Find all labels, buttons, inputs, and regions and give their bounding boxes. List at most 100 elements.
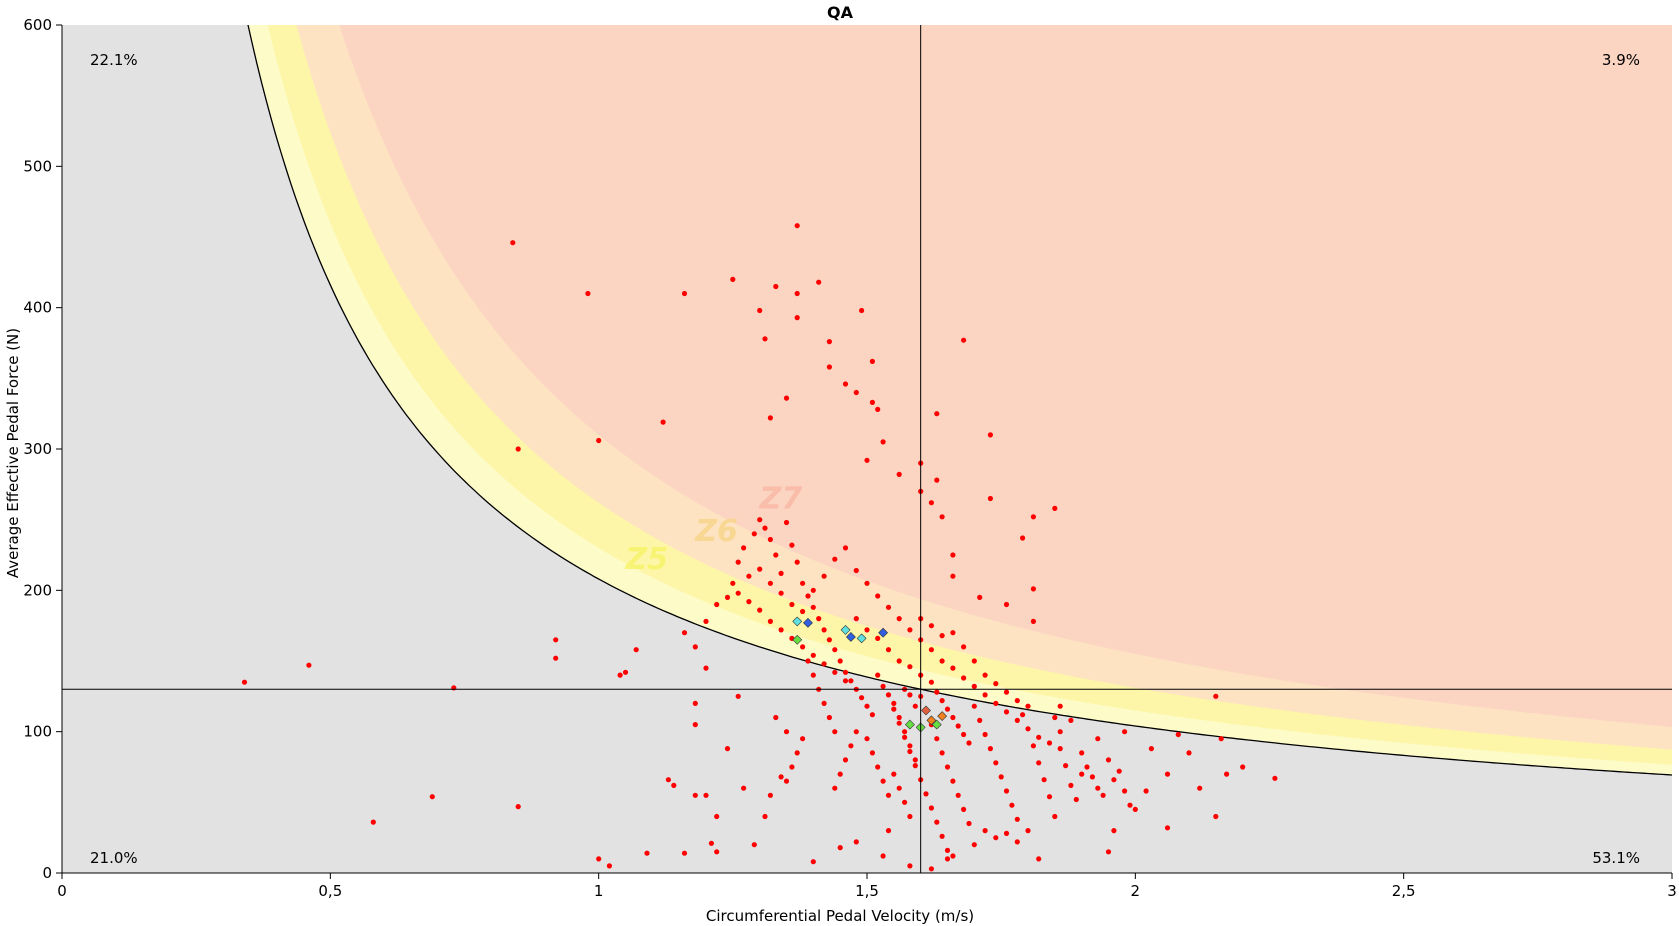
quadrant-lines bbox=[62, 25, 1672, 873]
zones-layer: Z5 Z6 Z7 bbox=[248, 25, 1672, 775]
data-point bbox=[993, 700, 999, 707]
data-point bbox=[644, 850, 650, 856]
data-point bbox=[515, 446, 521, 452]
data-point bbox=[864, 627, 870, 633]
axes-layer: 0 0,5 1 1,5 2 2,5 3 0 100 200 300 400 500 600 bbox=[23, 16, 1676, 900]
data-point bbox=[789, 764, 795, 770]
data-point bbox=[950, 665, 956, 671]
data-point bbox=[1030, 743, 1036, 749]
data-point bbox=[741, 785, 747, 791]
data-point bbox=[880, 683, 886, 690]
x-tick-label: 1,5 bbox=[855, 882, 879, 900]
data-point bbox=[896, 785, 902, 791]
data-point bbox=[794, 559, 800, 565]
data-point bbox=[714, 813, 720, 820]
data-point bbox=[934, 689, 940, 695]
data-point bbox=[880, 853, 886, 859]
data-point bbox=[730, 580, 736, 586]
data-point bbox=[944, 847, 951, 854]
data-point bbox=[735, 590, 741, 596]
highlight-point bbox=[878, 627, 889, 638]
data-point bbox=[842, 381, 849, 387]
x-tick-label: 3 bbox=[1667, 882, 1677, 900]
data-point bbox=[1111, 777, 1117, 783]
data-point bbox=[907, 748, 913, 755]
data-point bbox=[746, 599, 752, 605]
quadrant-label-top-left: 22.1% bbox=[90, 51, 138, 69]
data-point bbox=[821, 700, 827, 707]
data-point bbox=[1030, 514, 1036, 520]
data-point bbox=[810, 587, 816, 593]
data-point bbox=[816, 616, 822, 622]
data-point bbox=[1079, 750, 1085, 756]
data-point bbox=[928, 679, 935, 685]
data-point bbox=[848, 678, 854, 684]
data-point bbox=[800, 608, 806, 615]
highlight-point bbox=[905, 719, 915, 730]
data-point bbox=[1175, 731, 1181, 738]
data-point bbox=[907, 692, 913, 698]
data-point bbox=[241, 679, 248, 685]
data-point bbox=[735, 559, 741, 565]
data-point bbox=[821, 573, 827, 579]
data-point bbox=[837, 845, 843, 851]
zone-label-z7: Z7 bbox=[759, 481, 803, 516]
data-point bbox=[1105, 849, 1112, 855]
data-point bbox=[934, 819, 940, 825]
data-point bbox=[794, 290, 800, 297]
data-point bbox=[961, 806, 967, 813]
y-tick-label: 600 bbox=[23, 16, 52, 34]
data-point bbox=[853, 616, 859, 622]
data-point bbox=[826, 364, 833, 370]
data-point bbox=[864, 457, 870, 463]
data-point bbox=[783, 778, 790, 784]
data-point bbox=[778, 627, 784, 633]
data-point bbox=[1020, 712, 1026, 718]
data-point bbox=[746, 573, 752, 579]
data-point bbox=[907, 664, 913, 670]
zone-label-z6: Z6 bbox=[694, 514, 738, 549]
data-point bbox=[757, 566, 763, 572]
data-point bbox=[939, 658, 945, 664]
data-point bbox=[708, 840, 715, 846]
data-point bbox=[864, 703, 870, 709]
data-point bbox=[1052, 505, 1058, 511]
data-point bbox=[805, 593, 811, 599]
data-point bbox=[1052, 714, 1058, 721]
data-point bbox=[1213, 693, 1219, 699]
data-point bbox=[934, 411, 940, 417]
data-point bbox=[1036, 856, 1042, 862]
data-point bbox=[896, 720, 902, 726]
data-point bbox=[896, 616, 902, 622]
data-point bbox=[939, 833, 945, 839]
data-point bbox=[783, 395, 790, 401]
x-tick-label: 1 bbox=[594, 882, 604, 900]
data-point bbox=[971, 683, 977, 690]
data-point bbox=[767, 415, 774, 421]
data-point bbox=[1003, 830, 1010, 837]
data-point bbox=[800, 644, 806, 650]
reference-curve-layer bbox=[247, 25, 1672, 776]
highlight-point bbox=[931, 719, 942, 730]
data-point bbox=[773, 714, 779, 721]
data-point bbox=[767, 536, 774, 543]
data-point bbox=[998, 774, 1004, 780]
data-point bbox=[751, 531, 757, 537]
data-point bbox=[800, 736, 806, 742]
data-point bbox=[896, 658, 902, 664]
data-point bbox=[971, 658, 977, 664]
data-point bbox=[950, 778, 956, 784]
data-point bbox=[907, 743, 913, 749]
data-point bbox=[923, 791, 929, 797]
data-point bbox=[826, 339, 833, 345]
data-point bbox=[837, 771, 843, 777]
data-point bbox=[885, 692, 892, 698]
data-point bbox=[1036, 734, 1042, 740]
x-tick-label: 2 bbox=[1131, 882, 1141, 900]
data-point bbox=[961, 644, 967, 650]
data-point bbox=[832, 556, 838, 562]
data-point bbox=[794, 223, 800, 229]
y-tick-label: 300 bbox=[23, 440, 52, 458]
x-axis-title: Circumferential Pedal Velocity (m/s) bbox=[706, 907, 974, 925]
y-tick-label: 0 bbox=[42, 864, 52, 882]
